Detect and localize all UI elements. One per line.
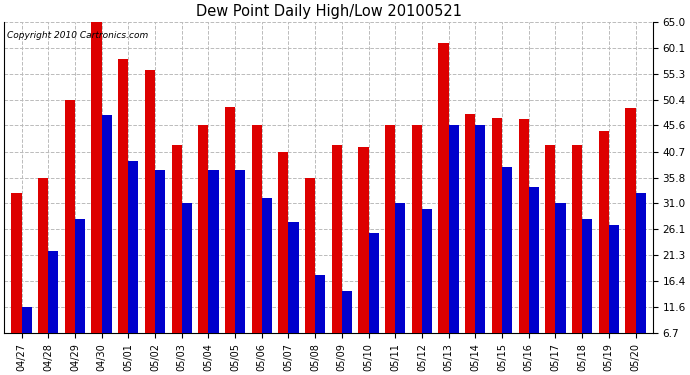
Bar <box>118 59 128 369</box>
Text: Copyright 2010 Cartronics.com: Copyright 2010 Cartronics.com <box>8 31 148 40</box>
Title: Dew Point Daily High/Low 20100521: Dew Point Daily High/Low 20100521 <box>195 4 462 19</box>
Bar <box>555 203 566 369</box>
Bar <box>492 118 502 369</box>
Bar <box>422 209 432 369</box>
Bar <box>625 108 635 369</box>
Bar <box>262 198 272 369</box>
Bar <box>465 114 475 369</box>
Bar <box>11 193 21 369</box>
Bar <box>332 145 342 369</box>
Bar <box>599 131 609 369</box>
Bar <box>288 222 299 369</box>
Bar <box>38 178 48 369</box>
Bar <box>145 70 155 369</box>
Bar <box>48 251 59 369</box>
Bar <box>395 203 406 369</box>
Bar <box>519 119 529 369</box>
Bar <box>155 170 165 369</box>
Bar <box>65 100 75 369</box>
Bar <box>101 115 112 369</box>
Bar <box>545 145 555 369</box>
Bar <box>582 219 592 369</box>
Bar <box>315 275 325 369</box>
Bar <box>368 233 379 369</box>
Bar <box>439 43 449 369</box>
Bar <box>181 203 192 369</box>
Bar <box>21 307 32 369</box>
Bar <box>128 160 139 369</box>
Bar <box>342 291 352 369</box>
Bar <box>252 125 262 369</box>
Bar <box>635 193 646 369</box>
Bar <box>609 225 619 369</box>
Bar <box>305 178 315 369</box>
Bar <box>208 170 219 369</box>
Bar <box>448 125 459 369</box>
Bar <box>172 145 181 369</box>
Bar <box>475 125 486 369</box>
Bar <box>502 167 512 369</box>
Bar <box>235 170 245 369</box>
Bar <box>92 22 101 369</box>
Bar <box>572 145 582 369</box>
Bar <box>385 125 395 369</box>
Bar <box>75 219 85 369</box>
Bar <box>358 147 368 369</box>
Bar <box>225 107 235 369</box>
Bar <box>529 187 539 369</box>
Bar <box>278 152 288 369</box>
Bar <box>412 125 422 369</box>
Bar <box>198 125 208 369</box>
